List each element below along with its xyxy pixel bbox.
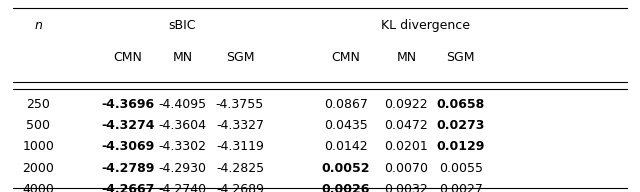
Text: -4.2825: -4.2825 [216,161,264,175]
Text: 0.0027: 0.0027 [439,183,483,192]
Text: CMN: CMN [113,51,143,64]
Text: -4.3274: -4.3274 [101,119,155,132]
Text: -4.2930: -4.2930 [158,161,206,175]
Text: 0.0055: 0.0055 [439,161,483,175]
Text: -4.3696: -4.3696 [101,98,155,111]
Text: -4.3119: -4.3119 [216,140,264,153]
Text: -4.3069: -4.3069 [101,140,155,153]
Text: 0.0142: 0.0142 [324,140,367,153]
Text: -4.3755: -4.3755 [216,98,264,111]
Text: MN: MN [172,51,193,64]
Text: CMN: CMN [331,51,360,64]
Text: 0.0922: 0.0922 [385,98,428,111]
Text: 0.0052: 0.0052 [321,161,370,175]
Text: -4.3327: -4.3327 [216,119,264,132]
Text: -4.3604: -4.3604 [158,119,206,132]
Text: MN: MN [396,51,417,64]
Text: 0.0273: 0.0273 [436,119,485,132]
Text: 0.0026: 0.0026 [321,183,370,192]
Text: 4000: 4000 [22,183,54,192]
Text: -4.4095: -4.4095 [158,98,207,111]
Text: 0.0070: 0.0070 [385,161,428,175]
Text: 500: 500 [26,119,51,132]
Text: 0.0201: 0.0201 [385,140,428,153]
Text: 0.0658: 0.0658 [436,98,485,111]
Text: 250: 250 [26,98,51,111]
Text: sBIC: sBIC [169,19,196,32]
Text: SGM: SGM [226,51,254,64]
Text: KL divergence: KL divergence [381,19,470,32]
Text: SGM: SGM [447,51,475,64]
Text: -4.3302: -4.3302 [158,140,206,153]
Text: -4.2789: -4.2789 [101,161,155,175]
Text: 0.0472: 0.0472 [385,119,428,132]
Text: 0.0129: 0.0129 [436,140,485,153]
Text: $n$: $n$ [34,19,43,32]
Text: 2000: 2000 [22,161,54,175]
Text: 1000: 1000 [22,140,54,153]
Text: 0.0435: 0.0435 [324,119,367,132]
Text: -4.2689: -4.2689 [216,183,264,192]
Text: 0.0867: 0.0867 [324,98,367,111]
Text: 0.0032: 0.0032 [385,183,428,192]
Text: -4.2667: -4.2667 [101,183,155,192]
Text: -4.2740: -4.2740 [158,183,207,192]
